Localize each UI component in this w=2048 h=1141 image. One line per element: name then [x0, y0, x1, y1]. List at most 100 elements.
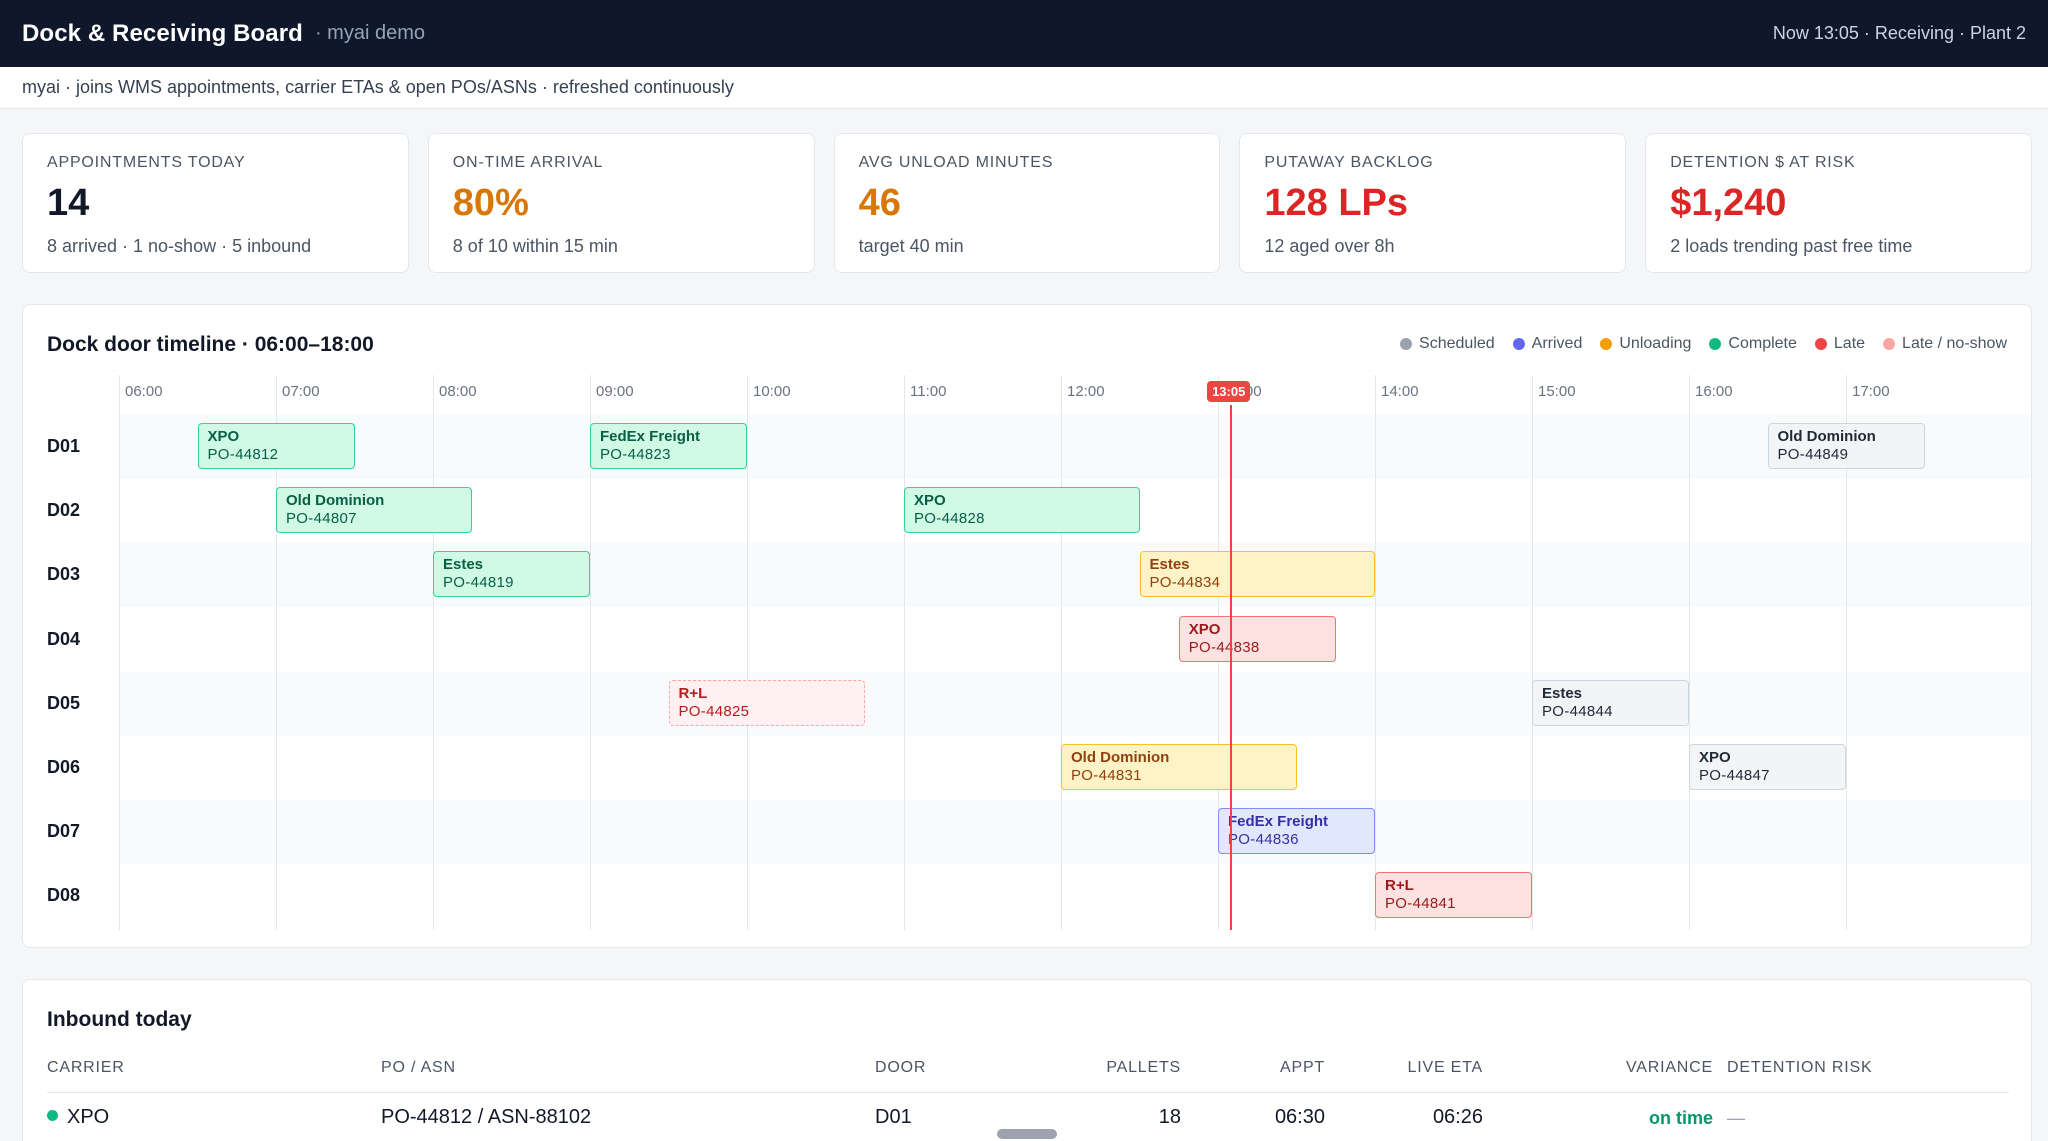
appointment-block[interactable]: FedEx Freight PO-44836 — [1218, 808, 1375, 855]
legend-dot-icon — [1883, 338, 1896, 350]
appointment-block[interactable]: XPO PO-44812 — [197, 423, 355, 469]
legend-label: Unloading — [1619, 335, 1692, 352]
app-title: Dock & Receiving Board — [22, 19, 303, 47]
appointment-po: PO-44844 — [1542, 702, 1613, 720]
hour-gridline — [590, 375, 591, 930]
door-label: D06 — [47, 757, 81, 777]
carrier-name: XPO — [67, 1106, 110, 1128]
header-status: Now 13:05 · Receiving · Plant 2 — [1772, 23, 2026, 43]
legend-label: Scheduled — [1419, 335, 1495, 352]
col-header-po-asn[interactable]: PO / ASN — [381, 1059, 456, 1076]
appointment-po: PO-44849 — [1777, 446, 1849, 463]
legend-dot-icon — [1814, 338, 1827, 350]
cell-live-eta: 06:26 — [1432, 1106, 1483, 1128]
hour-label: 08:00 — [439, 383, 477, 400]
appointment-po: PO-44847 — [1699, 767, 1770, 784]
appointment-block[interactable]: Old Dominion PO-44831 — [1061, 744, 1297, 790]
kpi-on-time-arrival: ON-TIME ARRIVAL 80% 8 of 10 within 15 mi… — [427, 133, 815, 273]
kpi-label: ON-TIME ARRIVAL — [452, 154, 604, 171]
appointment-block[interactable]: XPO PO-44847 — [1689, 744, 1846, 790]
kpi-row: APPOINTMENTS TODAY 14 8 arrived · 1 no-s… — [22, 133, 2032, 273]
legend-item[interactable]: Unloading — [1600, 335, 1691, 353]
col-header-door[interactable]: DOOR — [875, 1059, 927, 1076]
kpi-subtext: 8 arrived · 1 no-show · 5 inbound — [47, 236, 312, 256]
legend-item[interactable]: Scheduled — [1400, 335, 1495, 353]
cell-variance: on time — [1648, 1108, 1713, 1128]
appointment-po: PO-44831 — [1071, 767, 1142, 784]
kpi-detention-at-risk: DETENTION $ AT RISK $1,240 2 loads trend… — [1645, 133, 2032, 273]
appointment-po: PO-44825 — [678, 702, 750, 720]
appointment-block[interactable]: Old Dominion PO-44849 — [1767, 423, 1925, 469]
appointment-block[interactable]: XPO PO-44828 — [904, 487, 1140, 534]
hour-gridline — [433, 375, 434, 930]
appointment-carrier: XPO — [207, 428, 240, 445]
kpi-subtext: 12 aged over 8h — [1264, 236, 1395, 256]
scroll-handle[interactable] — [997, 1129, 1057, 1139]
current-time-line — [1230, 405, 1233, 930]
inbound-today-card: Inbound today CARRIER PO / ASN DOOR PALL… — [22, 979, 2032, 1141]
row-band — [119, 671, 2031, 736]
appointment-carrier: XPO — [1699, 749, 1731, 766]
kpi-label: APPOINTMENTS TODAY — [47, 154, 246, 171]
kpi-appointments-today: APPOINTMENTS TODAY 14 8 arrived · 1 no-s… — [22, 133, 409, 273]
row-band — [119, 415, 2031, 479]
kpi-label: AVG UNLOAD MINUTES — [858, 154, 1054, 171]
legend-item[interactable]: Late / no-show — [1883, 335, 2007, 353]
hour-gridline — [1846, 375, 1847, 930]
legend-label: Complete — [1728, 335, 1797, 352]
col-header-detention-risk[interactable]: DETENTION RISK — [1727, 1059, 1873, 1076]
hour-gridline — [1689, 375, 1690, 930]
appointment-block[interactable]: R+L PO-44841 — [1375, 872, 1532, 919]
col-header-carrier[interactable]: CARRIER — [47, 1059, 125, 1076]
hour-label: 12:00 — [1067, 383, 1105, 400]
hour-label: 14:00 — [1381, 383, 1419, 400]
current-time-badge: 13:05 — [1207, 381, 1251, 402]
hour-label: 15:00 — [1538, 383, 1576, 400]
kpi-value: 14 — [47, 182, 90, 224]
row-band — [119, 543, 2031, 608]
door-label: D04 — [47, 628, 81, 649]
legend-item[interactable]: Complete — [1709, 335, 1797, 353]
hour-label: 10:00 — [753, 383, 791, 400]
door-label: D01 — [47, 436, 81, 456]
door-label: D02 — [47, 500, 81, 521]
appointment-block[interactable]: Estes PO-44844 — [1532, 679, 1689, 726]
col-header-pallets[interactable]: PALLETS — [1106, 1059, 1181, 1076]
kpi-subtext: 2 loads trending past free time — [1670, 236, 1913, 256]
appointment-carrier: FedEx Freight — [600, 428, 701, 445]
hour-gridline — [1532, 375, 1533, 930]
hour-label: 11:00 — [910, 383, 947, 400]
appointment-block[interactable]: Old Dominion PO-44807 — [276, 487, 473, 534]
legend-item[interactable]: Arrived — [1512, 335, 1582, 353]
appointment-po: PO-44834 — [1149, 574, 1221, 592]
appointment-block[interactable]: Estes PO-44819 — [433, 551, 590, 598]
col-header-live-eta[interactable]: LIVE ETA — [1407, 1059, 1483, 1076]
appointment-carrier: Old Dominion — [1777, 428, 1876, 445]
hour-gridline — [276, 375, 277, 930]
appointment-po: PO-44828 — [914, 510, 985, 528]
legend-dot-icon — [1709, 338, 1722, 350]
legend-item[interactable]: Late — [1814, 335, 1865, 353]
appointment-block[interactable]: XPO PO-44838 — [1178, 615, 1336, 662]
cell-pallets: 18 — [1158, 1106, 1181, 1128]
legend-dot-icon — [1600, 338, 1613, 350]
row-band — [119, 800, 2031, 865]
status-dot-icon — [47, 1110, 58, 1122]
cell-door: D01 — [875, 1106, 912, 1128]
col-header-variance[interactable]: VARIANCE — [1625, 1059, 1713, 1076]
appointment-carrier: R+L — [678, 684, 708, 702]
source-description: myai · joins WMS appointments, carrier E… — [0, 67, 2048, 109]
appointment-carrier: XPO — [914, 492, 946, 510]
hour-label: 16:00 — [1695, 383, 1733, 400]
top-bar: Dock & Receiving Board · myai demo Now 1… — [0, 0, 2048, 67]
appointment-block[interactable]: R+L PO-44825 — [668, 679, 865, 726]
door-label: D07 — [47, 821, 81, 842]
hour-label: 06:00 — [125, 383, 163, 400]
appointment-po: PO-44819 — [443, 574, 514, 592]
door-label: D05 — [47, 692, 81, 713]
hour-gridline — [119, 375, 120, 930]
col-header-appt[interactable]: APPT — [1280, 1059, 1325, 1076]
appointment-po: PO-44841 — [1385, 895, 1456, 913]
appointment-block[interactable]: FedEx Freight PO-44823 — [590, 423, 747, 469]
appointment-block[interactable]: Estes PO-44834 — [1139, 551, 1375, 598]
